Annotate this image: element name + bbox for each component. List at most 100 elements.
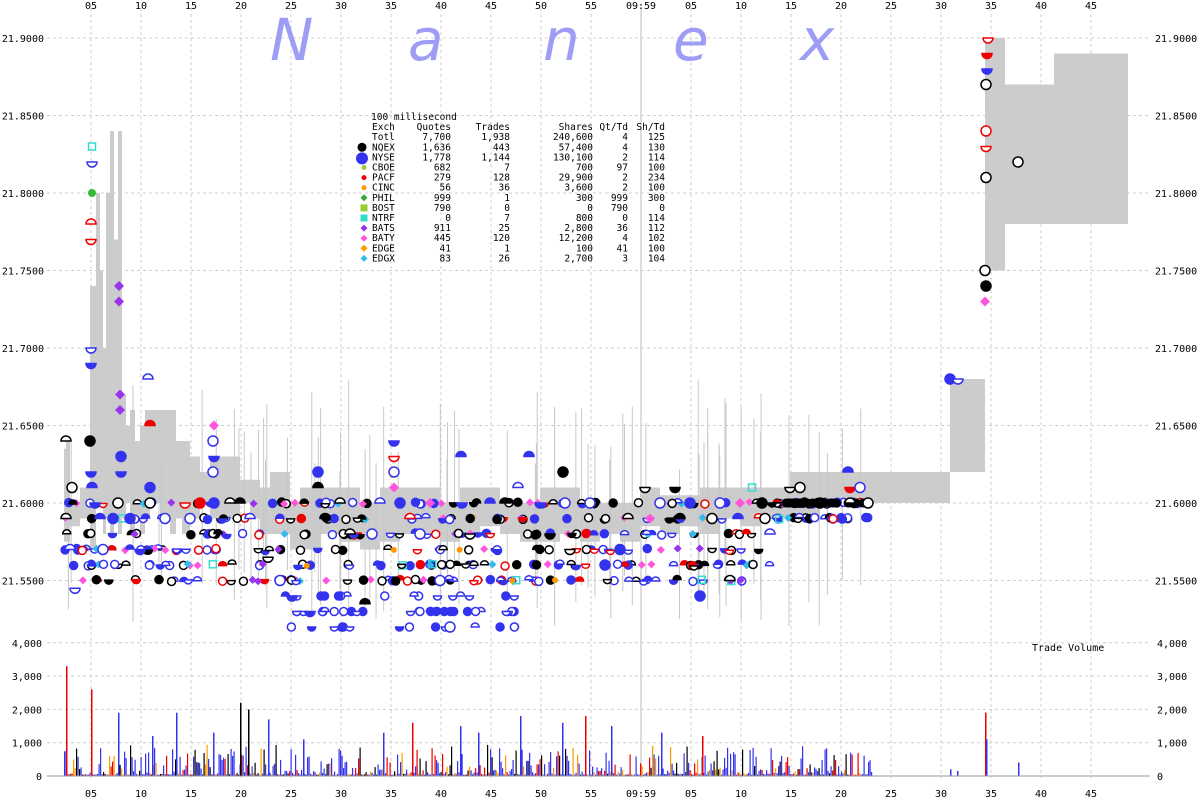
volume-bar	[568, 760, 570, 776]
nbbo-band-segment	[145, 410, 150, 519]
nbbo-band-segment	[700, 487, 720, 534]
volume-peak-bar	[240, 702, 242, 776]
quote-marker-half	[244, 512, 256, 520]
x-tick-label-bottom: 30	[935, 789, 947, 800]
quote-marker-half	[980, 145, 992, 153]
volume-bar	[86, 774, 88, 776]
quote-marker-circle	[688, 576, 698, 587]
volume-bar	[839, 774, 841, 776]
volume-bar	[655, 758, 657, 776]
volume-bar	[236, 773, 238, 776]
nbbo-band-segment	[950, 379, 985, 472]
quote-marker-half	[299, 498, 309, 504]
volume-bar	[343, 767, 345, 776]
volume-bar	[277, 774, 279, 776]
volume-bar	[614, 764, 616, 776]
quote-marker-circle	[202, 514, 213, 525]
volume-bar	[683, 753, 685, 776]
table-cell: 234	[648, 173, 665, 184]
quote-marker-half	[138, 517, 148, 524]
quote-marker-half	[641, 529, 652, 536]
quote-marker-circle	[211, 543, 221, 554]
volume-bar	[316, 774, 318, 776]
volume-bar	[748, 772, 750, 776]
quote-marker-diamond	[735, 498, 745, 508]
volume-bar	[784, 772, 786, 776]
quote-marker-half	[421, 512, 431, 519]
table-cell: 2	[622, 173, 628, 184]
volume-bar	[830, 766, 832, 776]
table-header: Exch	[372, 122, 395, 133]
quote-marker-dot	[303, 562, 310, 569]
quote-marker-half	[407, 518, 417, 524]
volume-bar	[851, 754, 853, 776]
quote-marker-half	[89, 502, 101, 509]
volume-bar	[488, 772, 490, 776]
table-cell: 25	[499, 223, 510, 234]
x-tick-label-bottom: 09:59	[626, 789, 656, 800]
volume-bar	[116, 773, 118, 776]
nbbo-band-segment	[90, 286, 96, 550]
volume-bar	[70, 773, 72, 776]
quote-marker-circle	[436, 559, 447, 570]
table-cell: 0	[659, 203, 665, 214]
quote-marker-half	[94, 512, 106, 520]
x-tick-label-top: 10	[735, 1, 747, 12]
nbbo-band-segment	[114, 239, 118, 519]
volume-bar	[791, 774, 793, 776]
table-cell: 4	[622, 233, 628, 244]
volume-bar	[335, 774, 337, 776]
volume-tick-label-right: 0	[1157, 772, 1163, 783]
volume-peak-bar	[268, 719, 270, 776]
volume-bar	[859, 773, 861, 776]
table-cell: 1,778	[422, 152, 451, 163]
volume-bar	[425, 761, 427, 776]
legend-symbol	[360, 214, 368, 222]
volume-bar	[772, 760, 774, 776]
nbbo-band-segment	[100, 270, 103, 503]
quote-marker-half	[485, 532, 496, 539]
volume-bar	[71, 773, 73, 776]
quote-marker-half	[224, 497, 236, 504]
volume-bar	[785, 762, 787, 776]
quote-marker-circle	[338, 606, 349, 617]
quote-marker-half	[69, 587, 81, 594]
volume-bar	[370, 771, 372, 776]
nbbo-band-segment	[740, 487, 760, 527]
table-cell: 3,600	[564, 183, 593, 194]
nbbo-band-segment	[176, 441, 182, 519]
volume-bar	[158, 774, 160, 776]
volume-bar	[506, 772, 508, 776]
quote-marker-circle	[534, 576, 544, 587]
table-header: Trades	[476, 122, 510, 133]
quote-marker-diamond	[114, 281, 124, 291]
quote-marker-half	[306, 626, 317, 632]
nbbo-band-segment	[400, 487, 420, 534]
x-tick-label-top: 25	[285, 1, 297, 12]
volume-bar	[820, 774, 822, 776]
quote-marker-half	[732, 512, 744, 520]
volume-bar	[673, 770, 675, 776]
volume-bar	[811, 772, 813, 776]
volume-bar	[731, 770, 733, 776]
volume-bar	[320, 761, 322, 776]
quote-marker-half	[509, 595, 519, 601]
volume-bar	[274, 763, 276, 776]
table-cell: 999	[611, 193, 628, 204]
quote-marker-circle	[77, 545, 88, 556]
quote-marker-half	[213, 528, 223, 535]
quote-marker-half	[638, 580, 649, 586]
table-cell: 97	[617, 163, 628, 174]
quote-marker-diamond	[784, 513, 793, 522]
price-tick-label-left: 21.7500	[2, 267, 44, 278]
volume-bar	[269, 772, 271, 776]
table-cell: 100	[648, 183, 665, 194]
volume-bar	[760, 769, 762, 776]
table-cell: NYSE	[372, 152, 395, 163]
table-cell: 56	[440, 183, 452, 194]
volume-bar	[290, 749, 292, 776]
volume-bar	[752, 747, 754, 776]
quote-marker-half	[764, 560, 775, 567]
